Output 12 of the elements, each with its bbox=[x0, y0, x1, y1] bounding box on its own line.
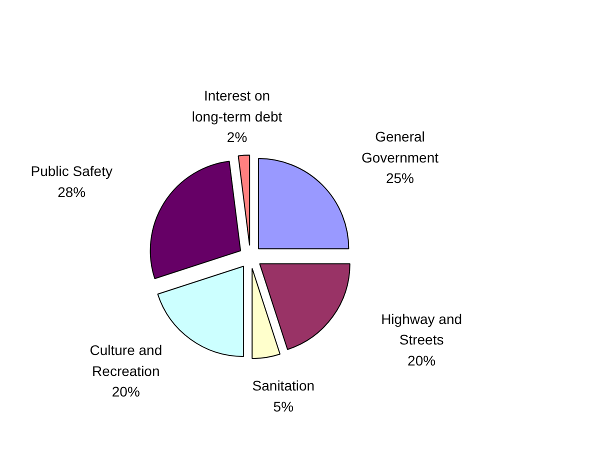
slice-label: Highway and Streets bbox=[381, 310, 462, 348]
data-label: 28% bbox=[58, 184, 86, 200]
slice-label: Sanitation bbox=[252, 378, 315, 394]
data-label: 5% bbox=[273, 398, 294, 414]
data-label: 25% bbox=[386, 170, 414, 186]
slice-label: Public Safety bbox=[30, 163, 112, 180]
slice-label: Culture and Recreation bbox=[90, 342, 162, 379]
slice-label: Interest on long-term debt bbox=[192, 87, 282, 124]
data-label: 2% bbox=[226, 129, 248, 146]
data-label: 20% bbox=[408, 352, 436, 369]
data-label: 20% bbox=[112, 384, 140, 400]
slice-label: General Government bbox=[361, 128, 439, 166]
